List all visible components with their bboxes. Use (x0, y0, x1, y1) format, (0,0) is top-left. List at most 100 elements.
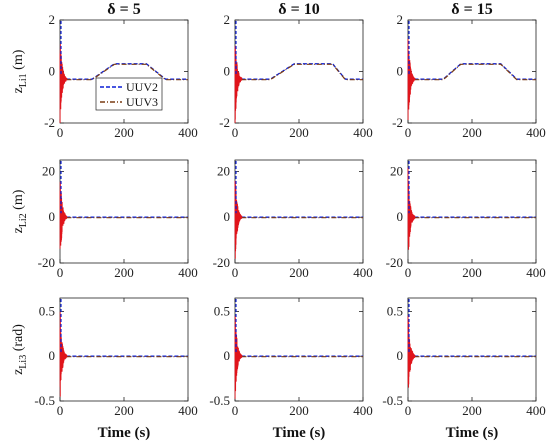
series-line-uuv2 (241, 63, 363, 80)
y-axis-label-row-2: zLi2 (m) (11, 189, 29, 233)
y-tick-label: 2 (49, 12, 56, 27)
x-tick-label: 0 (232, 403, 239, 418)
y-tick-label: -2 (44, 115, 55, 130)
y-tick-label: 0 (397, 348, 404, 363)
initial-oscillation (59, 43, 68, 124)
y-axis-label-row-1: zLi1 (m) (11, 49, 29, 93)
column-title-1: δ = 5 (107, 1, 140, 18)
y-label-main: z (11, 369, 26, 375)
y-tick-label: -20 (213, 255, 230, 270)
initial-oscillation (407, 167, 416, 250)
x-tick-label: 0 (57, 125, 64, 140)
axes-frame (59, 297, 189, 402)
x-tick-label: 200 (462, 403, 482, 418)
y-label-subscript: Li3 (18, 355, 29, 369)
series-line-uuv2 (414, 63, 536, 80)
y-tick-label: 0 (49, 209, 56, 224)
axes-frame (59, 159, 189, 264)
x-tick-label: 400 (178, 125, 198, 140)
y-tick-label: 0 (49, 348, 56, 363)
x-tick-label: 0 (405, 403, 412, 418)
y-label-unit: (m) (11, 189, 26, 213)
series-line-uuv3 (414, 63, 536, 81)
y-tick-label: -20 (38, 255, 55, 270)
y-tick-label: -20 (386, 255, 403, 270)
initial-oscillation (407, 38, 416, 121)
y-tick-label: 0.5 (39, 303, 55, 318)
legend-label-uuv3: UUV3 (126, 95, 158, 109)
x-tick-label: 0 (405, 125, 412, 140)
x-tick-label: 200 (289, 403, 309, 418)
column-title-3: δ = 15 (451, 1, 492, 18)
x-tick-label: 200 (114, 265, 134, 280)
legend-box (95, 77, 163, 111)
axes-frame (407, 297, 537, 402)
y-axis-label-row-3: zLi3 (rad) (11, 324, 29, 375)
initial-oscillation (59, 311, 68, 397)
y-tick-label: -0.5 (209, 393, 230, 408)
y-tick-label: 20 (217, 163, 230, 178)
x-tick-label: 200 (289, 265, 309, 280)
x-tick-label: 400 (178, 265, 198, 280)
x-tick-label: 0 (405, 265, 412, 280)
y-tick-label: 0 (397, 209, 404, 224)
y-tick-label: 2 (224, 12, 231, 27)
axes-frame (407, 159, 537, 264)
x-tick-label: 0 (232, 125, 239, 140)
x-tick-label: 400 (353, 125, 373, 140)
y-tick-label: -0.5 (382, 393, 403, 408)
initial-oscillation (234, 180, 243, 259)
legend-label-uuv2: UUV2 (126, 80, 158, 94)
x-tick-label: 200 (114, 125, 134, 140)
x-tick-label: 400 (526, 403, 546, 418)
series-line-uuv3 (241, 63, 363, 81)
y-label-subscript: Li1 (18, 73, 29, 87)
initial-oscillation (234, 45, 243, 124)
x-tick-label: 400 (353, 403, 373, 418)
axes-frame (234, 297, 364, 402)
initial-oscillation (407, 315, 416, 388)
y-tick-label: 20 (42, 163, 55, 178)
x-tick-label: 400 (178, 403, 198, 418)
y-label-subscript: Li2 (18, 213, 29, 227)
axes-frame (234, 19, 364, 124)
y-tick-label: 0.5 (387, 303, 403, 318)
series-line-uuv2 (66, 63, 188, 80)
y-label-main: z (11, 87, 26, 93)
column-title-2: δ = 10 (278, 1, 319, 18)
series-line-uuv3 (66, 63, 188, 81)
x-axis-label: Time (s) (273, 425, 326, 441)
axes-frame (234, 159, 364, 264)
x-axis-label: Time (s) (98, 425, 151, 441)
x-tick-label: 400 (526, 125, 546, 140)
x-tick-label: 0 (57, 265, 64, 280)
x-tick-label: 200 (462, 265, 482, 280)
x-tick-label: 0 (232, 265, 239, 280)
y-tick-label: -2 (392, 115, 403, 130)
x-axis-label: Time (s) (446, 425, 499, 441)
y-tick-label: 0 (224, 209, 231, 224)
x-tick-label: 200 (289, 125, 309, 140)
y-tick-label: 0 (224, 348, 231, 363)
x-tick-label: 200 (462, 125, 482, 140)
y-tick-label: -2 (219, 115, 230, 130)
y-label-unit: (rad) (11, 324, 26, 355)
x-tick-label: 0 (57, 403, 64, 418)
initial-oscillation (234, 315, 243, 399)
axes-frame (407, 19, 537, 124)
y-tick-label: 0 (397, 64, 404, 79)
y-tick-label: 2 (397, 12, 404, 27)
y-tick-label: 20 (390, 163, 403, 178)
y-tick-label: -0.5 (34, 393, 55, 408)
y-tick-label: 0.5 (214, 303, 230, 318)
y-tick-label: 0 (49, 64, 56, 79)
